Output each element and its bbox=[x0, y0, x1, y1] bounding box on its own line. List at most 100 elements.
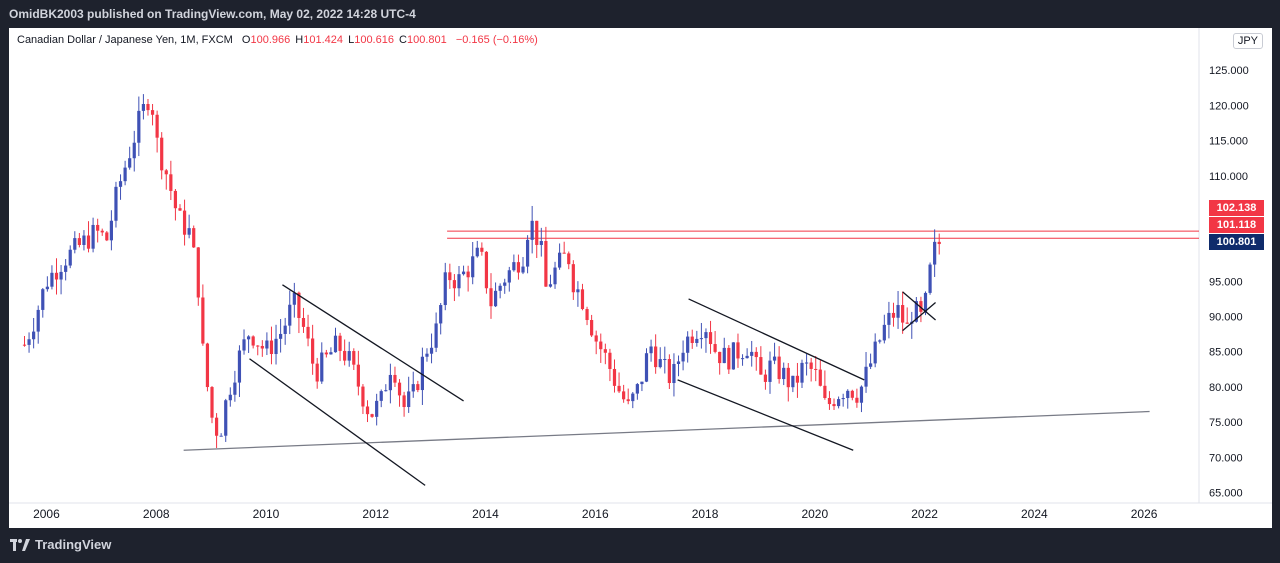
candle-body bbox=[686, 336, 690, 353]
x-tick-label: 2024 bbox=[1021, 507, 1048, 521]
candle-body bbox=[836, 399, 841, 407]
candle-body bbox=[269, 340, 274, 355]
candle-body bbox=[548, 284, 553, 287]
high-value: 101.424 bbox=[303, 34, 344, 46]
candle-body bbox=[128, 158, 132, 168]
candle-body bbox=[86, 235, 91, 249]
x-tick-label: 2018 bbox=[692, 507, 719, 521]
candle-body bbox=[54, 272, 59, 280]
candle-body bbox=[731, 342, 736, 370]
candle-body bbox=[457, 274, 461, 289]
candle-body bbox=[791, 375, 795, 388]
candle-body bbox=[91, 224, 95, 249]
candle-body bbox=[745, 355, 749, 359]
candle-body bbox=[562, 252, 566, 254]
candle-body bbox=[150, 110, 155, 115]
candle-body bbox=[507, 270, 511, 283]
candle-body bbox=[137, 110, 141, 143]
price-label-102138: 102.138 bbox=[1209, 200, 1264, 216]
y-tick-label: 90.000 bbox=[1209, 312, 1243, 324]
candle-body bbox=[736, 342, 740, 359]
x-tick-label: 2022 bbox=[911, 507, 938, 521]
trendline bbox=[282, 284, 464, 402]
trendline bbox=[688, 298, 865, 381]
candle-body bbox=[283, 325, 287, 334]
x-tick-label: 2006 bbox=[33, 507, 60, 521]
candle-body bbox=[384, 390, 388, 392]
price-label-current: 100.801 bbox=[1209, 234, 1264, 250]
candle-body bbox=[622, 391, 626, 400]
candle-body bbox=[292, 292, 296, 305]
chart-frame[interactable]: 65.000 70.000 75.000 80.000 85.000 90.000 95.0… bbox=[9, 28, 1272, 528]
candle-body bbox=[420, 356, 424, 391]
brand-name: TradingView bbox=[35, 537, 112, 552]
candle-body bbox=[338, 335, 342, 351]
candle-body bbox=[617, 385, 621, 392]
candle-body bbox=[324, 352, 328, 355]
candle-body bbox=[96, 224, 100, 231]
candle-body bbox=[251, 336, 255, 346]
candle-body bbox=[654, 346, 658, 368]
candle-body bbox=[603, 349, 607, 353]
candle-body bbox=[256, 345, 260, 347]
candle-body bbox=[846, 390, 850, 399]
x-tick-label: 2014 bbox=[472, 507, 499, 521]
candle-body bbox=[64, 265, 68, 272]
candle-body bbox=[439, 305, 443, 324]
candle-body bbox=[315, 363, 319, 382]
candle-body bbox=[356, 364, 360, 387]
candle-body bbox=[306, 326, 310, 339]
candle-body bbox=[411, 384, 415, 392]
candle-body bbox=[265, 340, 269, 349]
price-chart[interactable]: 65.000 70.000 75.000 80.000 85.000 90.000 95.0… bbox=[9, 28, 1272, 528]
candle-body bbox=[425, 353, 429, 357]
candle-body bbox=[123, 167, 127, 182]
candle-body bbox=[68, 249, 72, 266]
candle-body bbox=[233, 382, 237, 395]
candle-body bbox=[891, 312, 896, 318]
candle-body bbox=[887, 312, 891, 325]
candle-body bbox=[553, 267, 557, 285]
candle-body bbox=[475, 247, 479, 257]
candle-body bbox=[484, 251, 489, 289]
candle-body bbox=[905, 322, 909, 324]
candle-body bbox=[576, 289, 580, 293]
candle-body bbox=[544, 240, 548, 287]
candle-body bbox=[297, 292, 301, 318]
symbol-title: Canadian Dollar / Japanese Yen, 1M, FXCM bbox=[17, 34, 233, 46]
candle-body bbox=[228, 394, 232, 401]
candle-body bbox=[635, 384, 639, 394]
x-tick-label: 2012 bbox=[362, 507, 389, 521]
candle-body bbox=[690, 336, 694, 343]
candle-body bbox=[516, 262, 521, 273]
candle-body bbox=[388, 374, 392, 391]
candle-body bbox=[114, 186, 118, 221]
candle-body bbox=[585, 309, 589, 321]
y-tick-label: 125.000 bbox=[1209, 65, 1249, 77]
candle-body bbox=[416, 384, 420, 391]
candle-body bbox=[782, 367, 786, 380]
trendline bbox=[902, 301, 936, 332]
candle-body bbox=[768, 360, 772, 382]
candle-body bbox=[699, 338, 703, 340]
candle-body bbox=[681, 352, 685, 362]
candle-body bbox=[375, 400, 379, 417]
candle-body bbox=[525, 239, 530, 267]
candle-body bbox=[480, 247, 484, 252]
x-tick-label: 2026 bbox=[1131, 507, 1158, 521]
tradingview-logo[interactable]: TradingView bbox=[10, 537, 111, 552]
candle-body bbox=[352, 351, 356, 365]
candle-body bbox=[535, 220, 539, 245]
trendline bbox=[902, 291, 936, 321]
candle-body bbox=[827, 397, 832, 405]
candle-body bbox=[626, 399, 630, 402]
candle-body bbox=[493, 290, 498, 307]
footer-bar: TradingView bbox=[0, 528, 1280, 563]
y-tick-label: 75.000 bbox=[1209, 417, 1243, 429]
currency-button[interactable]: JPY bbox=[1232, 33, 1263, 49]
candle-body bbox=[246, 336, 251, 340]
candle-body bbox=[173, 190, 178, 209]
candle-body bbox=[878, 340, 882, 342]
change-value: −0.165 (−0.16%) bbox=[455, 34, 538, 46]
candle-body bbox=[461, 271, 466, 275]
